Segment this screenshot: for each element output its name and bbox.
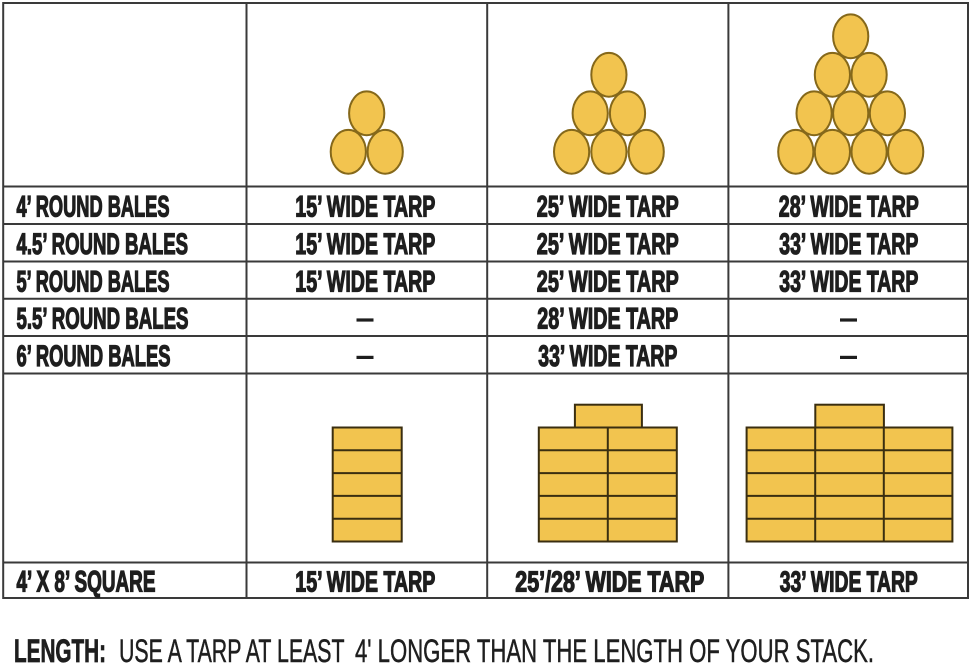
svg-text:25’ WIDE TARP: 25’ WIDE TARP [537,228,679,261]
svg-text:25’/28’ WIDE TARP: 25’/28’ WIDE TARP [515,567,704,599]
svg-text:33’ WIDE TARP: 33’ WIDE TARP [779,265,918,298]
svg-text:33’ WIDE TARP: 33’ WIDE TARP [779,228,918,261]
svg-text:6’ ROUND BALES: 6’ ROUND BALES [17,340,171,373]
svg-text:15’ WIDE TARP: 15’ WIDE TARP [295,228,435,261]
svg-text:15’ WIDE TARP: 15’ WIDE TARP [295,191,435,224]
svg-text:28’ WIDE TARP: 28’ WIDE TARP [537,303,678,336]
svg-text:LENGTH:: LENGTH: [14,633,106,669]
svg-text:4’ ROUND BALES: 4’ ROUND BALES [17,191,170,224]
svg-text:25’ WIDE TARP: 25’ WIDE TARP [537,191,679,224]
svg-text:28’ WIDE TARP: 28’ WIDE TARP [779,191,919,224]
svg-text:4’ X 8’ SQUARE: 4’ X 8’ SQUARE [17,566,156,599]
svg-text:5’ ROUND BALES: 5’ ROUND BALES [17,265,170,298]
svg-text:15’ WIDE TARP: 15’ WIDE TARP [295,265,435,298]
svg-text:USE A TARP AT LEAST: USE A TARP AT LEAST [119,633,345,669]
svg-text:25’ WIDE TARP: 25’ WIDE TARP [537,265,679,298]
svg-text:4' LONGER THAN THE LENGTH OF Y: 4' LONGER THAN THE LENGTH OF YOUR STACK. [355,633,874,669]
svg-text:33’ WIDE TARP: 33’ WIDE TARP [780,567,918,599]
svg-text:15’ WIDE TARP: 15’ WIDE TARP [295,567,435,599]
svg-text:5.5’ ROUND BALES: 5.5’ ROUND BALES [17,303,189,336]
svg-text:4.5’ ROUND BALES: 4.5’ ROUND BALES [17,228,189,261]
svg-text:33’ WIDE TARP: 33’ WIDE TARP [538,340,677,373]
